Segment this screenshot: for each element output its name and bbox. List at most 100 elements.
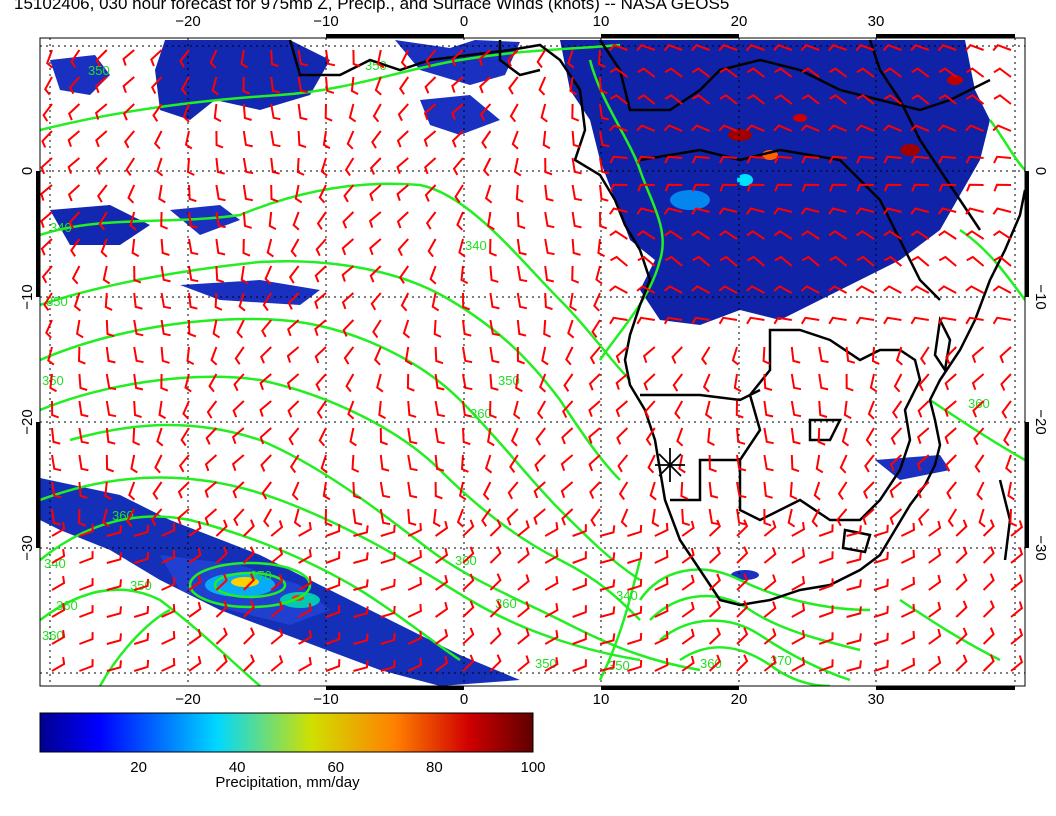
contour-label-group: 350 350 340 340 350 350 350 360 360 360 … [42,58,990,673]
wind-barb [51,548,66,564]
coastline-layer [288,39,1025,607]
contour-label: 360 [42,628,64,643]
wind-barb [676,427,684,447]
wind-barb [869,373,878,393]
wind-barb [266,238,274,258]
wind-barb [51,521,66,537]
lon-label: 0 [460,13,468,30]
wind-barb [325,49,336,67]
wind-barb [773,44,793,52]
wind-barb [315,373,327,392]
wind-barb [462,573,475,591]
wind-barb [882,124,902,132]
wind-barb [735,400,744,419]
wind-barb [160,211,168,230]
wind-barb [489,573,502,591]
wind-barb [829,255,848,267]
wind-barb [263,508,273,528]
wind-barb [188,211,198,229]
lon-label: 10 [593,691,610,708]
wind-barb [855,124,875,132]
wind-barb [947,508,958,528]
wind-barb [708,546,721,564]
wind-barb [971,373,985,391]
wind-barb [893,373,903,393]
wind-barb [425,49,437,68]
wind-barb [651,508,660,528]
wind-barb [371,130,382,149]
wind-barb [152,103,163,122]
wind-barb [516,238,527,256]
wind-barb [608,44,628,52]
contour-label: 350 [498,373,520,388]
lon-label: 30 [868,691,885,708]
wind-barb [243,600,255,618]
wind-barb [891,400,903,419]
wind-barb [883,94,903,105]
wind-barb [828,207,847,215]
wind-barb [67,184,81,202]
wind-barb [873,659,889,672]
wind-barb [122,76,135,94]
wind-barb [916,454,930,471]
wind-barb [599,76,608,95]
wind-barb [762,346,771,365]
wind-barb [123,130,135,149]
wind-barb [215,627,228,645]
wind-barb [945,454,957,472]
wind-barb [911,255,930,267]
wind-barb [402,319,411,339]
wind-barb [324,103,333,122]
wind-barb [992,44,1012,52]
colorbar-ticks: 20 40 60 80 100 [130,759,545,776]
wind-barb [322,130,331,150]
wind-barb [434,346,444,365]
wind-barb [318,427,327,447]
wind-barb [133,400,142,419]
wind-barb [571,184,583,202]
wind-barb [51,400,60,419]
wind-barb [599,579,616,591]
wind-barb [719,94,738,105]
wind-barb [213,103,222,123]
wind-barb [731,346,739,366]
wind-barb [51,656,66,672]
wind-barb [993,230,1012,240]
wind-barb [642,346,656,364]
wind-barb [1001,400,1012,419]
wind-barb [864,454,875,473]
wind-barb [982,573,995,591]
lon-label: −10 [313,13,338,30]
wind-barb [928,547,942,564]
wind-barb [262,292,273,312]
wind-barb [790,400,802,418]
wind-barb [544,211,555,229]
wind-barb [944,373,957,391]
wind-barb [233,508,245,527]
wind-barb [76,319,84,339]
wind-barb [287,292,300,310]
contour-label: 350 [608,658,630,673]
wind-barb [818,400,828,418]
wind-barb [270,655,284,672]
wind-barb [569,76,578,96]
wind-barb [232,481,245,499]
wind-barb [424,157,437,175]
wind-barb [126,508,136,528]
wind-barb [890,427,903,446]
wind-barb [910,285,930,294]
wind-barb [544,657,559,672]
wind-barb [67,157,81,175]
wind-barb [516,346,525,365]
wind-barb [845,346,856,364]
wind-barb [674,400,684,420]
wind-barb [510,427,519,447]
wind-barb [544,576,559,591]
wind-barb [708,508,719,526]
wind-barb [517,547,530,564]
wind-barb [129,211,137,231]
wind-barb [598,49,606,68]
wind-barb [763,508,772,527]
wind-barb [407,400,417,418]
wind-barb [434,427,445,445]
